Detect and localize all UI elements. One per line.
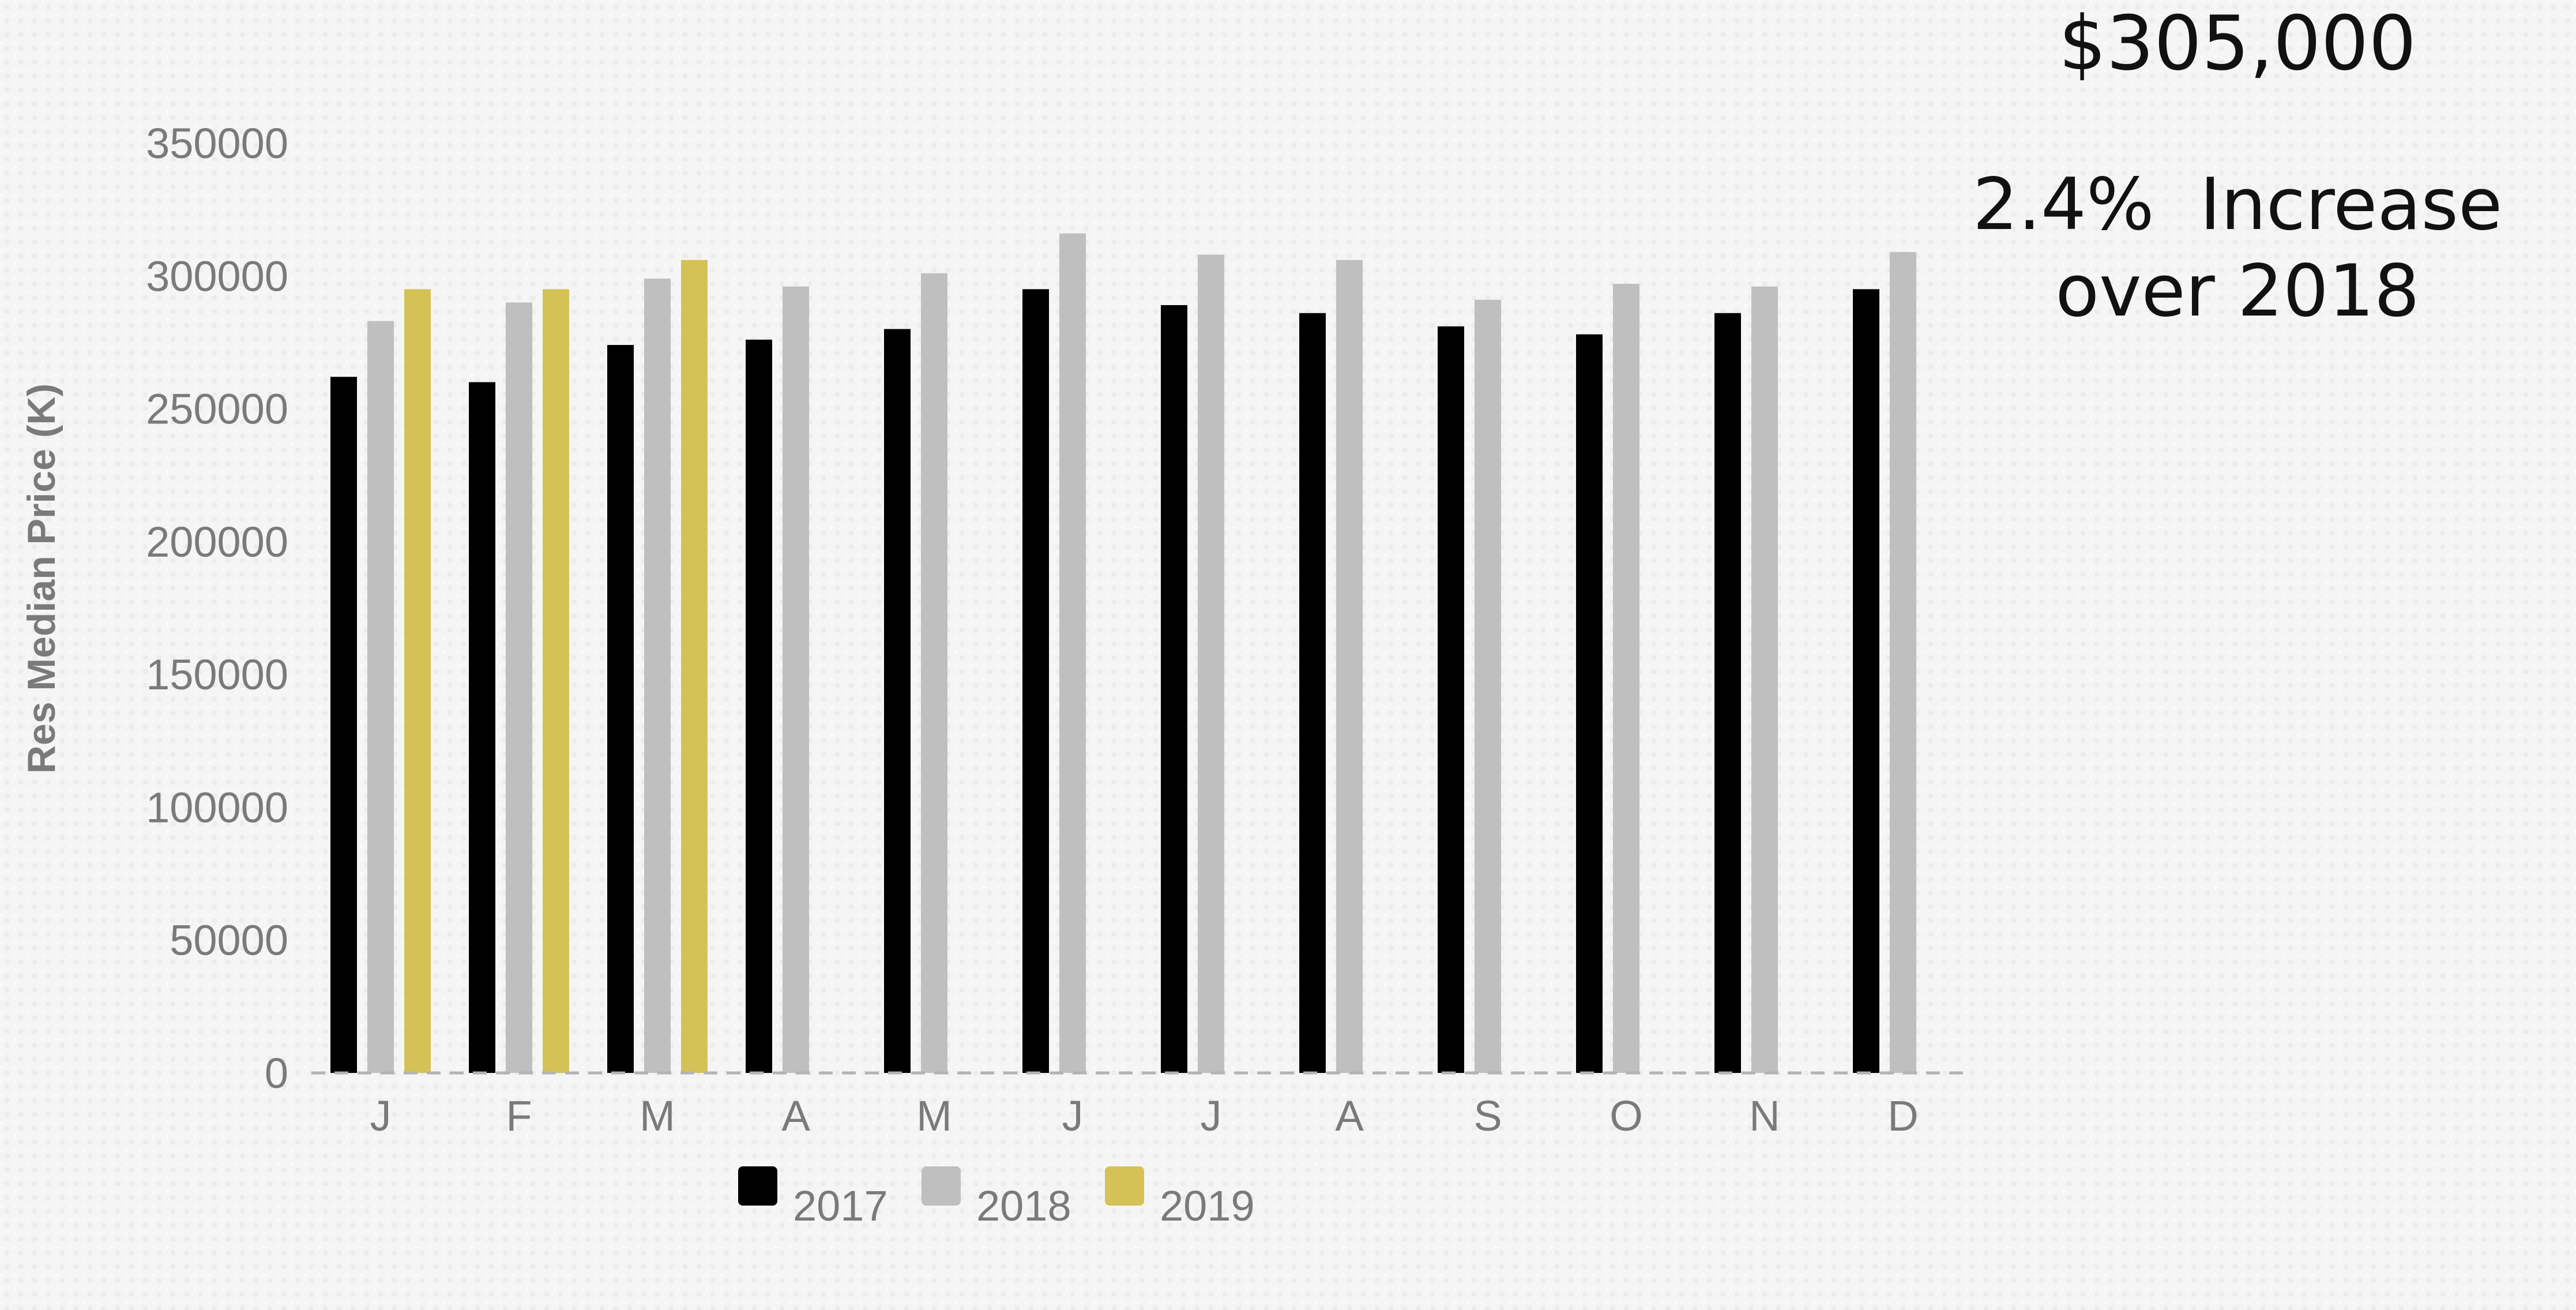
x-tick-label: O <box>1609 1092 1643 1140</box>
bar-2018-6 <box>1059 233 1086 1073</box>
legend: 2017 2018 2019 <box>738 1166 1255 1230</box>
price-summary: $305,000 2.4% Increase over 2018 <box>1920 0 2555 335</box>
bar-2018-1 <box>367 321 394 1073</box>
x-tick-label: A <box>1335 1092 1364 1140</box>
comparison-period: over 2018 <box>2055 250 2420 333</box>
x-tick-label: N <box>1749 1092 1780 1140</box>
bar-2018-12 <box>1890 252 1916 1073</box>
y-axis-title: Res Median Price (K) <box>20 384 63 774</box>
y-tick-label: 300000 <box>146 252 288 300</box>
y-tick-label: 100000 <box>146 783 288 831</box>
x-tick-label: D <box>1887 1092 1918 1140</box>
legend-label-2017: 2017 <box>793 1182 888 1230</box>
median-price-value: $305,000 <box>2058 0 2417 87</box>
legend-swatch-2019 <box>1105 1166 1144 1206</box>
bar-2017-12 <box>1853 289 1879 1073</box>
bar-2017-7 <box>1161 305 1187 1073</box>
bar-2018-2 <box>506 302 532 1073</box>
y-tick-label: 50000 <box>170 917 288 964</box>
bar-2017-11 <box>1714 313 1741 1073</box>
plot-area <box>330 233 1916 1073</box>
bar-2019-2 <box>543 289 569 1073</box>
bar-2018-8 <box>1336 260 1363 1073</box>
bar-2017-3 <box>607 345 634 1073</box>
x-tick-label: F <box>506 1092 532 1140</box>
bar-2018-7 <box>1198 254 1224 1073</box>
bar-2017-6 <box>1022 289 1049 1073</box>
y-tick-label: 200000 <box>146 518 288 566</box>
bar-2018-9 <box>1475 299 1501 1073</box>
x-tick-label: S <box>1473 1092 1502 1140</box>
bar-2017-9 <box>1438 326 1464 1073</box>
y-tick-label: 150000 <box>146 651 288 699</box>
x-tick-label: J <box>370 1092 392 1140</box>
y-axis: 0 50000 100000 150000 200000 250000 300000 3500… <box>146 119 288 1097</box>
bar-2018-11 <box>1751 286 1778 1073</box>
bar-2018-4 <box>783 286 809 1073</box>
bar-2018-5 <box>921 273 947 1073</box>
bar-2017-1 <box>330 377 357 1073</box>
legend-swatch-2017 <box>738 1166 777 1206</box>
bar-2017-8 <box>1299 313 1326 1073</box>
legend-swatch-2018 <box>922 1166 961 1206</box>
x-tick-label: M <box>640 1092 675 1140</box>
bar-2017-4 <box>746 339 772 1073</box>
bar-2017-10 <box>1576 334 1603 1073</box>
bar-2018-10 <box>1613 284 1639 1073</box>
x-tick-label: J <box>1201 1092 1222 1140</box>
legend-label-2019: 2019 <box>1160 1182 1255 1230</box>
legend-label-2018: 2018 <box>976 1182 1071 1230</box>
y-tick-label: 0 <box>265 1049 288 1097</box>
x-tick-label: J <box>1062 1092 1084 1140</box>
percent-change: 2.4% Increase <box>1972 163 2503 246</box>
x-tick-label: A <box>781 1092 810 1140</box>
bar-2019-1 <box>404 289 431 1073</box>
y-tick-label: 350000 <box>146 119 288 167</box>
bar-2019-3 <box>681 260 708 1073</box>
x-tick-label: M <box>916 1092 952 1140</box>
bar-2017-2 <box>469 382 495 1073</box>
y-tick-label: 250000 <box>146 385 288 433</box>
bar-2018-3 <box>644 278 671 1073</box>
bar-2017-5 <box>884 329 911 1073</box>
